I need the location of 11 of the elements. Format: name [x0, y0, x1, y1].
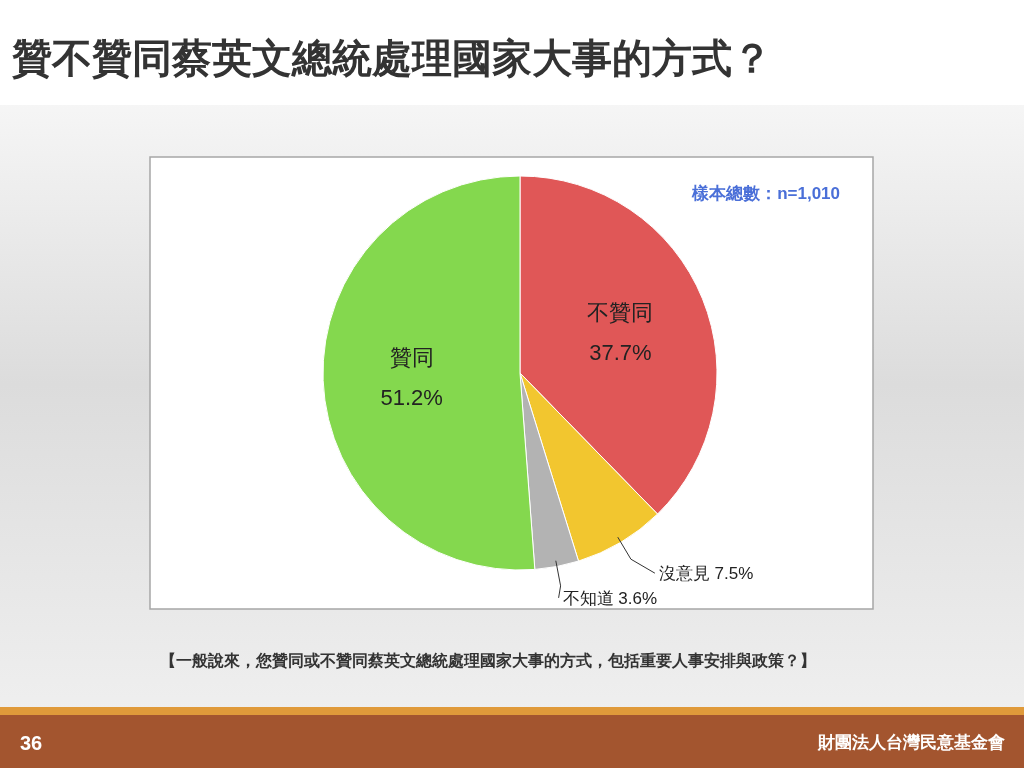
text: 【一般說來，您贊同或不贊同蔡英文總統處理國家大事的方式，包括重要人事安排與政策？】 [160, 651, 817, 671]
data-label: 37.7% [589, 340, 652, 366]
data-label: 51.2% [380, 385, 443, 411]
text: 36 [20, 732, 43, 754]
slice-label: 不知道 3.6% [562, 588, 658, 608]
slice-label: 沒意見 7.5% [658, 564, 754, 584]
text: 樣本總數：n=1,010 [691, 184, 840, 203]
slice-label: 不贊同 [587, 300, 654, 326]
text: 財團法人台灣民意基金會 [817, 733, 1005, 752]
chart-title: 贊不贊同蔡英文總統處理國家大事的方式？ [11, 36, 772, 80]
slice-label: 贊同 [389, 345, 434, 371]
